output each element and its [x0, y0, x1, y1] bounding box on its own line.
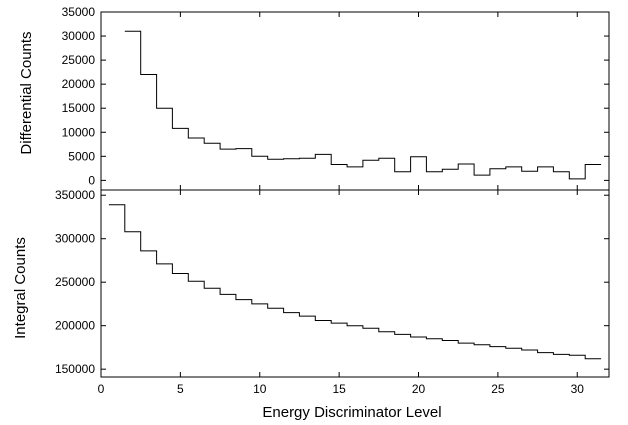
- top-y-tick-label: 5000: [68, 149, 95, 163]
- x-axis-label: Energy Discriminator Level: [262, 404, 441, 421]
- top-y-tick-label: 35000: [62, 5, 96, 19]
- bottom-x-tick-label: 10: [253, 382, 267, 396]
- top-y-tick-label: 25000: [62, 53, 96, 67]
- bottom-y-tick-label: 150000: [55, 362, 95, 376]
- bottom-plot-frame: [100, 189, 610, 378]
- bottom-x-tick-label: 15: [332, 382, 346, 396]
- bottom-x-tick-label: 20: [412, 382, 426, 396]
- bottom-y-tick-label: 250000: [55, 275, 95, 289]
- bottom-x-tick-label: 0: [98, 382, 105, 396]
- bottom-x-tick-label: 30: [571, 382, 585, 396]
- bottom-x-tick-label: 25: [491, 382, 505, 396]
- top-y-tick-label: 30000: [62, 29, 96, 43]
- top-step-series: [124, 30, 602, 180]
- bottom-y-tick-label: 300000: [55, 232, 95, 246]
- bottom-x-tick-label: 5: [177, 382, 184, 396]
- top-y-axis-label: Differential Counts: [18, 31, 35, 154]
- top-y-tick-label: 20000: [62, 77, 96, 91]
- bottom-step-series: [108, 204, 602, 360]
- top-y-tick-label: 15000: [62, 101, 96, 115]
- top-y-tick-label: 10000: [62, 125, 96, 139]
- bottom-y-tick-label: 350000: [55, 188, 95, 202]
- top-y-tick-label: 0: [88, 173, 95, 187]
- top-panel: 0 5000 10000 15000 20000 25000 30000 35000: [62, 5, 610, 191]
- bottom-y-tick-label: 200000: [55, 319, 95, 333]
- top-plot-frame: [100, 11, 610, 191]
- bottom-y-axis-label: Integral Counts: [12, 237, 29, 339]
- bottom-panel: 150000 200000 250000 300000 350000 0 5 10 15 20 25…: [55, 188, 610, 396]
